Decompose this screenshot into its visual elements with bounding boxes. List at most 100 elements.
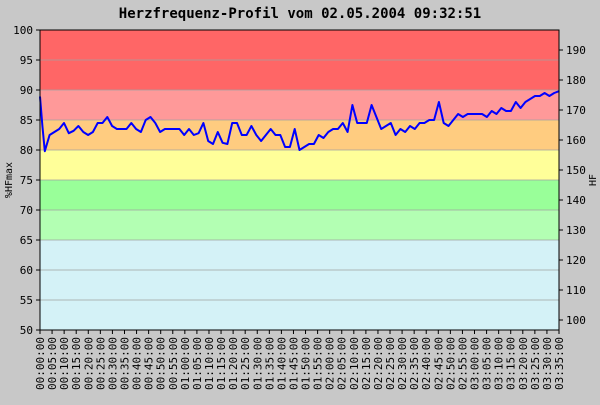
y-tick-right-label-0: 100 [566, 314, 586, 327]
data-point-48 [265, 134, 267, 136]
data-point-87 [452, 119, 454, 121]
data-point-73 [385, 125, 387, 127]
x-tick-label-18: 01:30:00 [251, 337, 264, 390]
data-point-60 [322, 137, 325, 139]
x-tick-label-4: 00:20:00 [82, 337, 95, 390]
data-point-18 [121, 128, 123, 130]
data-point-106 [544, 92, 546, 94]
x-tick-label-31: 02:35:00 [408, 337, 421, 390]
data-point-101 [520, 107, 522, 109]
y-tick-right-label-7: 170 [566, 104, 586, 117]
data-point-56 [303, 146, 305, 148]
x-tick-label-21: 01:45:00 [288, 337, 301, 390]
x-tick-label-27: 02:15:00 [360, 337, 373, 390]
data-point-92 [476, 113, 478, 115]
data-point-2 [44, 150, 46, 152]
data-point-90 [467, 113, 469, 115]
data-point-5 [58, 128, 60, 130]
data-point-55 [298, 149, 301, 151]
y-tick-left-label-5: 75 [20, 174, 33, 187]
data-point-76 [399, 128, 401, 130]
data-point-42 [236, 122, 238, 124]
data-point-67 [356, 122, 358, 124]
y-tick-right-label-5: 150 [566, 164, 586, 177]
data-point-94 [486, 116, 488, 118]
x-tick-label-15: 01:15:00 [215, 337, 228, 390]
data-point-65 [347, 131, 349, 133]
zone-band-4 [40, 120, 559, 150]
x-tick-label-42: 03:30:00 [541, 337, 554, 390]
y-tick-left-label-8: 90 [20, 84, 33, 97]
data-point-30 [178, 128, 180, 130]
data-point-58 [313, 143, 315, 145]
data-point-62 [332, 128, 334, 130]
x-tick-label-16: 01:20:00 [227, 337, 240, 390]
x-tick-label-23: 01:55:00 [312, 337, 325, 390]
y-tick-left-label-6: 80 [20, 144, 33, 157]
data-point-10 [82, 131, 84, 133]
data-point-97 [500, 107, 502, 109]
data-point-40 [226, 143, 228, 145]
x-tick-label-17: 01:25:00 [239, 337, 252, 390]
data-point-96 [495, 113, 498, 115]
data-point-86 [447, 125, 450, 127]
x-tick-label-0: 00:00:00 [34, 337, 47, 390]
x-tick-label-5: 00:25:00 [94, 337, 107, 390]
zone-band-5 [40, 90, 559, 120]
data-point-64 [342, 122, 344, 124]
data-point-22 [140, 131, 142, 133]
y-axis-right: 100 110 120 130 140 150 160 170 180 190 [559, 44, 586, 327]
series [39, 90, 560, 153]
x-tick-label-30: 02:30:00 [396, 337, 409, 390]
x-tick-label-10: 00:50:00 [155, 337, 168, 390]
data-point-43 [241, 134, 243, 136]
data-point-59 [318, 134, 320, 136]
x-tick-label-20: 01:40:00 [275, 337, 288, 390]
data-point-54 [294, 128, 296, 130]
x-tick-label-3: 00:15:00 [70, 337, 83, 390]
y-axis-right-label: HF [588, 174, 599, 186]
data-point-12 [92, 131, 94, 133]
zone-band-3 [40, 150, 559, 180]
x-tick-label-2: 00:10:00 [58, 337, 71, 390]
data-point-31 [183, 134, 185, 136]
data-point-41 [231, 122, 233, 124]
data-point-16 [111, 125, 113, 127]
data-point-44 [246, 134, 248, 136]
data-point-108 [553, 92, 555, 94]
y-tick-right-label-4: 140 [566, 194, 586, 207]
data-point-23 [145, 119, 147, 121]
data-point-83 [433, 119, 435, 121]
data-point-72 [380, 128, 382, 130]
x-tick-label-22: 01:50:00 [300, 337, 313, 390]
data-point-93 [481, 113, 483, 115]
data-point-70 [371, 104, 373, 106]
data-point-38 [217, 131, 219, 133]
data-point-53 [289, 146, 291, 148]
x-tick-label-41: 03:25:00 [529, 337, 542, 390]
data-point-3 [49, 134, 51, 136]
data-point-32 [188, 128, 190, 130]
data-point-77 [404, 131, 406, 133]
data-point-26 [159, 131, 161, 133]
x-tick-label-29: 02:25:00 [384, 337, 397, 390]
data-point-1 [41, 125, 44, 127]
data-point-4 [53, 131, 56, 133]
x-tick-label-38: 03:10:00 [493, 337, 506, 390]
data-point-75 [395, 134, 397, 136]
y-tick-left-label-7: 85 [20, 114, 33, 127]
data-point-95 [491, 110, 493, 112]
x-tick-label-11: 00:55:00 [167, 337, 180, 390]
y-tick-left-label-9: 95 [20, 54, 33, 67]
chart-title: Herzfrequenz-Profil vom 02.05.2004 09:32… [119, 6, 481, 22]
data-point-34 [198, 132, 200, 134]
y-tick-right-label-3: 130 [566, 224, 586, 237]
zone-band-0 [40, 240, 559, 330]
data-point-63 [337, 128, 339, 130]
data-point-69 [366, 122, 368, 124]
y-axis-left: 50 55 60 65 70 75 80 85 90 95 100 [13, 24, 40, 337]
data-point-105 [539, 95, 541, 97]
data-point-28 [169, 128, 171, 130]
y-axis-left-label: %HFmax [4, 162, 15, 198]
